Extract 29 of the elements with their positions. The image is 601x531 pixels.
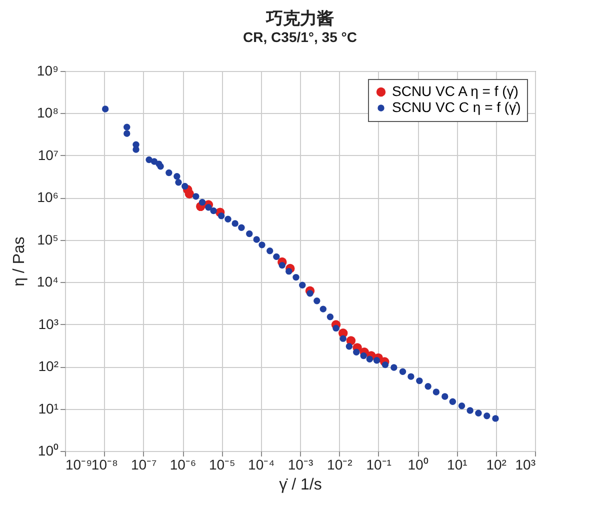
- x-tick-label: 10⁻⁹: [66, 456, 92, 472]
- x-tick-label: 10⁻⁵: [208, 456, 236, 472]
- y-tick-label: 10⁹: [36, 62, 58, 78]
- x-tick-label: 10⁻³: [288, 456, 314, 472]
- x-tick-label: 10⁻⁴: [248, 456, 275, 472]
- y-tick-label: 10⁵: [37, 231, 58, 248]
- y-tick-label: 10⁸: [37, 104, 59, 121]
- y-tick-label: 10⁴: [36, 274, 58, 290]
- y-tick-label: 10⁷: [38, 146, 58, 163]
- legend-label: SCNU VC C η = f (γ̇): [392, 99, 521, 115]
- x-tick-label: 10²: [486, 456, 507, 472]
- x-tick-label: 10³: [515, 456, 536, 472]
- x-tick-label: 10⁻⁶: [170, 456, 196, 472]
- y-tick-label: 10⁶: [37, 189, 58, 206]
- x-tick-label: 10¹: [447, 456, 468, 472]
- x-tick-label: 10⁰: [408, 456, 428, 472]
- chart-title: 巧克力酱: [265, 9, 334, 29]
- x-tick-label: 10⁻⁸: [91, 456, 118, 472]
- y-tick-label: 10²: [38, 358, 59, 374]
- chart-subtitle: CR, C35/1°, 35 °C: [243, 29, 357, 45]
- y-axis-title: η / Pas: [10, 236, 28, 286]
- x-tick-label: 10⁻²: [327, 456, 353, 472]
- y-tick-label: 10⁰: [38, 442, 58, 458]
- y-tick-label: 10³: [38, 316, 59, 332]
- legend-label: SCNU VC A η = f (γ̇): [392, 83, 518, 99]
- y-tick-label: 10¹: [38, 400, 59, 416]
- x-axis-title: γ̇ / 1/s: [279, 476, 322, 494]
- x-tick-label: 10⁻⁷: [131, 456, 157, 472]
- x-tick-label: 10⁻¹: [366, 456, 392, 472]
